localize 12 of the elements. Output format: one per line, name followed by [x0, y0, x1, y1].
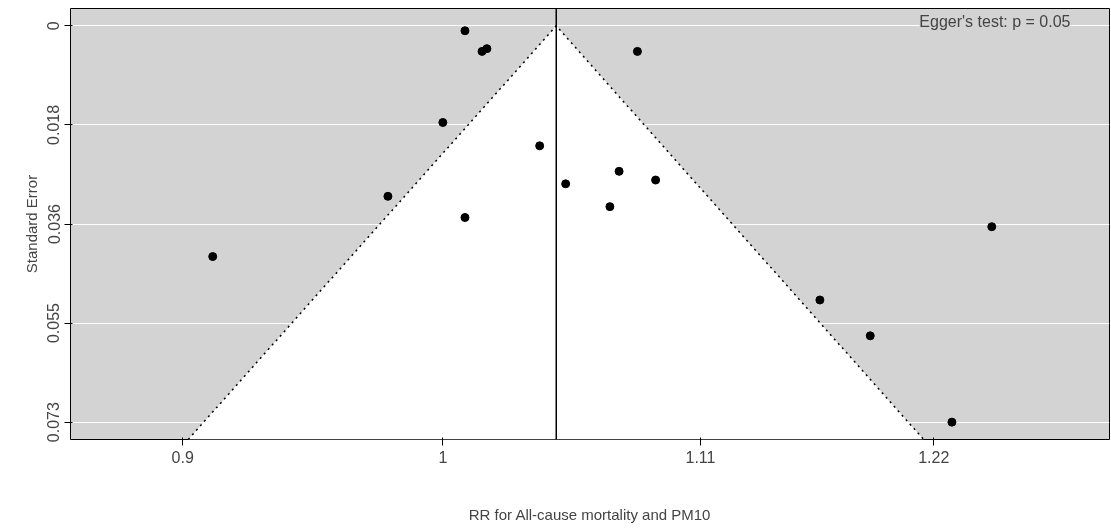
- y-tick-label: 0.073: [45, 402, 63, 443]
- x-tick-label: 1: [438, 448, 448, 466]
- x-tick-label: 0.9: [171, 448, 194, 466]
- annotation: Egger's test: p = 0.05: [919, 12, 1071, 30]
- y-tick-label: 0: [45, 21, 63, 31]
- y-axis-title: Standard Error: [22, 174, 40, 274]
- x-tick-label: 1.22: [918, 448, 950, 466]
- y-tick-label: 0.055: [45, 302, 63, 344]
- x-tick-label: 1.11: [685, 448, 716, 466]
- x-axis-title: RR for All-cause mortality and PM10: [468, 505, 711, 523]
- y-tick-label: 0.018: [45, 104, 63, 145]
- y-tick-label: 0.036: [45, 203, 63, 245]
